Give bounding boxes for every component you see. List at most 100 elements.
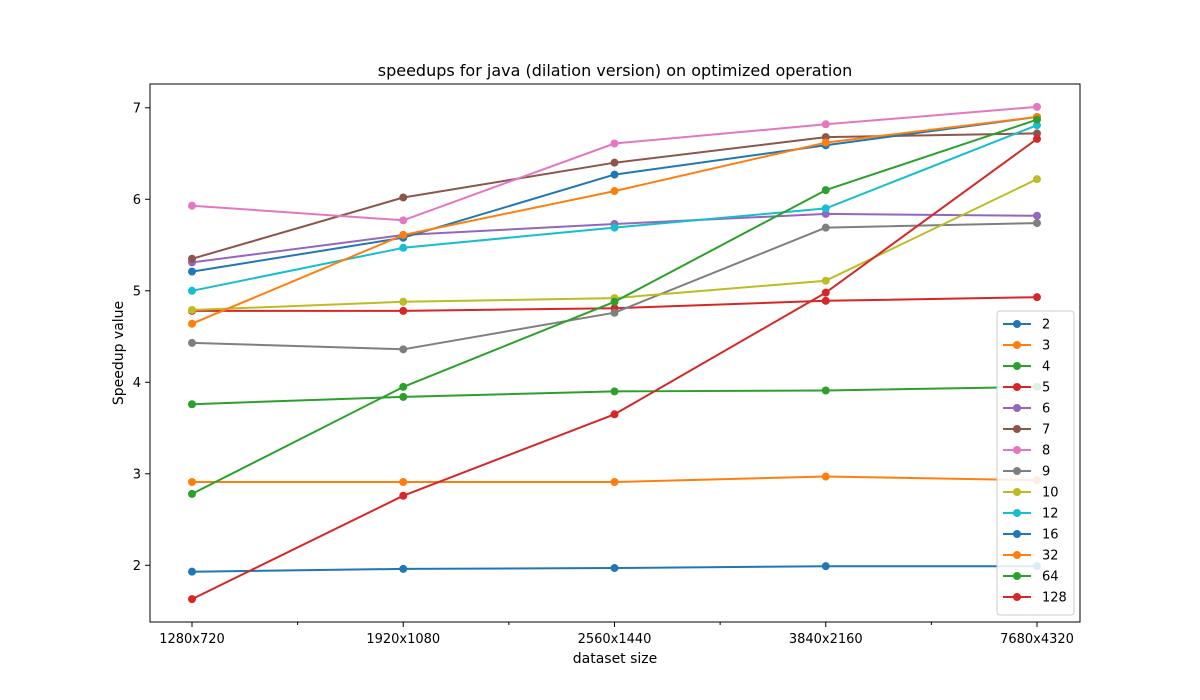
data-point	[821, 386, 830, 395]
y-tick-label: 4	[133, 376, 141, 391]
legend-item: 4	[1003, 360, 1050, 375]
legend-item: 12	[1003, 507, 1059, 522]
data-point	[188, 267, 196, 276]
data-point	[399, 297, 408, 306]
data-point	[610, 139, 619, 148]
legend-swatch-marker	[1013, 362, 1021, 370]
data-point	[821, 562, 830, 571]
y-axis-title: Speedup value	[111, 301, 127, 405]
legend-item: 8	[1003, 444, 1050, 459]
legend-swatch-marker	[1013, 572, 1021, 580]
data-point	[399, 345, 408, 354]
data-point	[610, 410, 619, 419]
legend-label: 8	[1042, 444, 1050, 459]
legend-label: 7	[1042, 423, 1050, 438]
series-line	[191, 124, 1038, 292]
data-point	[188, 319, 196, 328]
legend-swatch-marker	[1013, 320, 1021, 328]
series-10	[188, 175, 1041, 314]
data-point	[821, 288, 830, 297]
series-2	[188, 562, 1041, 576]
data-point	[610, 564, 619, 573]
legend-item: 3	[1003, 339, 1050, 354]
series-9	[188, 219, 1041, 354]
legend-swatch-marker	[1013, 404, 1021, 412]
data-point	[399, 491, 408, 500]
data-point	[821, 138, 830, 147]
legend-label: 4	[1042, 360, 1050, 375]
series-12	[188, 121, 1041, 295]
legend-swatch-marker	[1013, 530, 1021, 538]
legend-item: 9	[1003, 465, 1050, 480]
data-point	[188, 595, 196, 604]
x-axis-title: dataset size	[573, 651, 658, 667]
data-point	[188, 201, 196, 210]
data-point	[1033, 134, 1041, 143]
data-point	[821, 472, 830, 481]
legend-swatch-marker	[1013, 341, 1021, 349]
y-tick-label: 6	[133, 193, 141, 208]
series-64	[188, 115, 1041, 498]
legend-item: 7	[1003, 423, 1050, 438]
legend-label: 16	[1042, 528, 1059, 543]
legend-label: 5	[1042, 381, 1050, 396]
data-point	[610, 478, 619, 487]
legend-item: 64	[1003, 570, 1059, 585]
data-point	[1033, 211, 1041, 220]
legend-item: 5	[1003, 381, 1050, 396]
x-tick-label: 1280x720	[159, 632, 225, 647]
data-point	[821, 209, 830, 218]
data-point	[821, 276, 830, 285]
data-point	[610, 158, 619, 167]
series-line	[191, 222, 1038, 351]
data-point	[1033, 175, 1041, 184]
data-point	[610, 297, 619, 306]
data-point	[188, 489, 196, 498]
data-point	[399, 564, 408, 573]
data-point	[610, 387, 619, 396]
data-point	[1033, 293, 1041, 302]
data-point	[821, 133, 830, 142]
data-point	[188, 305, 196, 314]
data-point	[1033, 115, 1041, 124]
x-tick-label: 7680x4320	[1000, 632, 1074, 647]
data-point	[1033, 121, 1041, 130]
legend-swatch-marker	[1013, 425, 1021, 433]
data-point	[188, 254, 196, 263]
legend-label: 2	[1042, 318, 1050, 333]
data-point	[399, 392, 408, 401]
data-point	[610, 308, 619, 317]
y-tick-label: 7	[133, 101, 141, 116]
legend-swatch-marker	[1013, 446, 1021, 454]
series-line	[191, 138, 1038, 600]
series-8	[188, 102, 1041, 225]
legend-item: 16	[1003, 528, 1059, 543]
data-point	[399, 382, 408, 391]
y-tick-label: 5	[133, 284, 141, 299]
chart-title: speedups for java (dilation version) on …	[378, 61, 853, 80]
legend: 2 3 4 5 6 7 8 9 10 12 16 32 64 128	[996, 310, 1075, 616]
series-128	[188, 134, 1041, 604]
legend-label: 9	[1042, 465, 1050, 480]
legend-item: 32	[1003, 549, 1059, 564]
data-point	[399, 306, 408, 315]
data-point	[188, 478, 196, 487]
data-point	[1033, 219, 1041, 228]
legend-item: 6	[1003, 402, 1050, 417]
data-point	[399, 216, 408, 225]
data-point	[821, 296, 830, 305]
data-point	[821, 223, 830, 232]
legend-label: 12	[1042, 507, 1059, 522]
legend-label: 10	[1042, 486, 1059, 501]
data-point	[399, 478, 408, 487]
legend-swatch-marker	[1013, 383, 1021, 391]
legend-item: 128	[1003, 591, 1067, 606]
y-tick-label: 3	[133, 467, 141, 482]
y-axis: 2 3 4 5 6 7	[133, 101, 150, 574]
plot-area	[188, 102, 1041, 604]
data-point	[188, 286, 196, 295]
legend-swatch-marker	[1013, 509, 1021, 517]
legend-item: 2	[1003, 318, 1050, 333]
data-point	[399, 193, 408, 202]
